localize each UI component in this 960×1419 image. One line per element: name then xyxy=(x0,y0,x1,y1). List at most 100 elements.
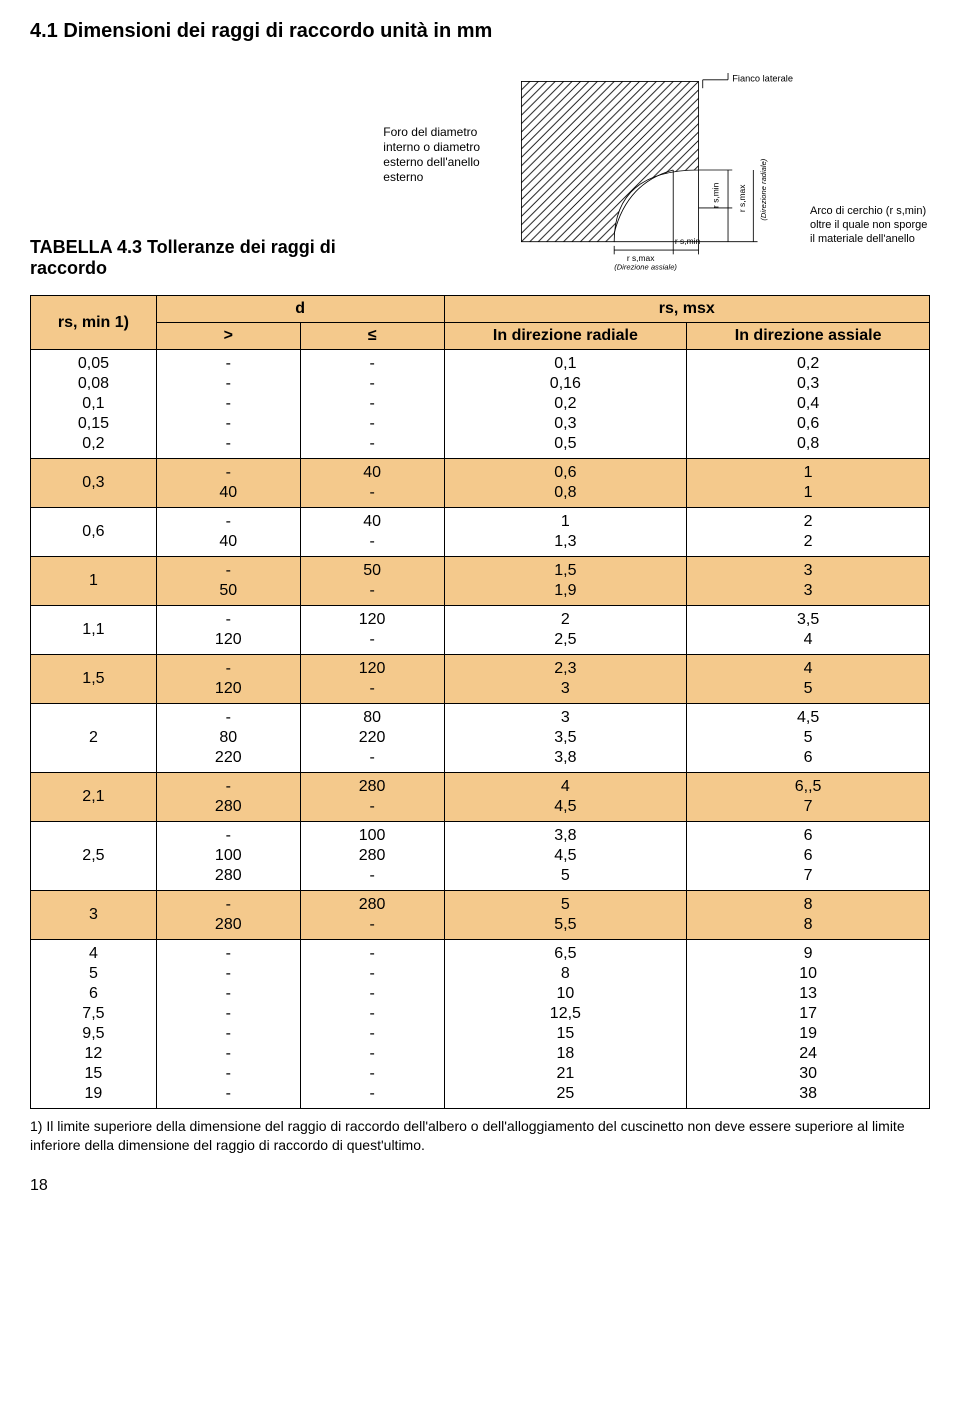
cell-value: 2,1 xyxy=(82,787,104,807)
cell-value: - xyxy=(226,414,231,434)
cell-value: - xyxy=(226,659,231,679)
cell-rad: 1,51,9 xyxy=(444,557,687,606)
cell-value: 2 xyxy=(89,728,98,748)
cell-value: 100 xyxy=(215,846,242,866)
cell-value: - xyxy=(369,679,374,699)
table-body: 0,050,080,10,150,2----------0,10,160,20,… xyxy=(31,350,930,1109)
cell-value: 1,5 xyxy=(82,669,104,689)
table-row: 0,3-4040-0,60,811 xyxy=(31,459,930,508)
label-fianco: Fianco laterale xyxy=(733,73,794,83)
cell-value: - xyxy=(226,512,231,532)
cell-value: - xyxy=(226,708,231,728)
cell-value: 10 xyxy=(556,984,574,1004)
cell-value: 5,5 xyxy=(554,915,576,935)
cell-value: 18 xyxy=(556,1044,574,1064)
cell-value: 25 xyxy=(556,1084,574,1104)
cell-value: - xyxy=(369,1024,374,1044)
cell-value: - xyxy=(226,354,231,374)
cell-gt: -120 xyxy=(156,606,300,655)
cell-value: 4,5 xyxy=(554,846,576,866)
table-row: 0,6-4040-11,322 xyxy=(31,508,930,557)
cell-value: 8 xyxy=(804,895,813,915)
cell-value: 12,5 xyxy=(550,1004,581,1024)
cell-value: 0,5 xyxy=(554,434,576,454)
cell-rsmin: 2 xyxy=(31,704,157,773)
cell-value: 2 xyxy=(804,512,813,532)
cell-ax: 88 xyxy=(687,891,930,940)
cell-ax: 22 xyxy=(687,508,930,557)
cell-gt: -280 xyxy=(156,773,300,822)
cell-value: 1 xyxy=(804,483,813,503)
cell-le: 120- xyxy=(300,606,444,655)
cell-value: - xyxy=(369,581,374,601)
cell-value: 0,8 xyxy=(797,434,819,454)
cell-value: 120 xyxy=(215,630,242,650)
cell-value: 7,5 xyxy=(82,1004,104,1024)
cell-value: 24 xyxy=(799,1044,817,1064)
cell-value: 4 xyxy=(561,777,570,797)
cell-value: - xyxy=(369,374,374,394)
cell-value: 40 xyxy=(363,463,381,483)
cell-rsmin: 4567,59,5121519 xyxy=(31,940,157,1109)
cell-value: - xyxy=(226,1004,231,1024)
cell-value: - xyxy=(369,1004,374,1024)
cell-value: - xyxy=(226,895,231,915)
col-d: d xyxy=(156,296,444,323)
cell-le: -------- xyxy=(300,940,444,1109)
cell-value: - xyxy=(369,797,374,817)
cell-value: - xyxy=(369,944,374,964)
cell-value: 280 xyxy=(359,846,386,866)
label-dir-radiale: (Direzione radiale) xyxy=(759,158,768,220)
cell-value: 4 xyxy=(804,659,813,679)
cell-value: 1 xyxy=(804,463,813,483)
cell-value: - xyxy=(369,414,374,434)
cell-ax: 4,556 xyxy=(687,704,930,773)
cell-value: - xyxy=(226,826,231,846)
cell-value: 5 xyxy=(804,728,813,748)
cell-value: 3 xyxy=(804,561,813,581)
col-rsmsx: rs, msx xyxy=(444,296,929,323)
cell-value: 4 xyxy=(804,630,813,650)
top-row: TABELLA 4.3 Tolleranze dei raggi di racc… xyxy=(30,55,930,285)
cell-gt: -100280 xyxy=(156,822,300,891)
cell-value: 220 xyxy=(215,748,242,768)
cell-value: 2,5 xyxy=(82,846,104,866)
table-title: TABELLA 4.3 Tolleranze dei raggi di racc… xyxy=(30,237,383,279)
cell-rad: 0,10,160,20,30,5 xyxy=(444,350,687,459)
cell-value: 0,05 xyxy=(78,354,109,374)
cell-value: 2,3 xyxy=(554,659,576,679)
cell-rsmin: 0,3 xyxy=(31,459,157,508)
cell-value: 280 xyxy=(215,915,242,935)
cell-value: 5 xyxy=(561,895,570,915)
cell-ax: 6,,57 xyxy=(687,773,930,822)
cell-value: 7 xyxy=(804,866,813,886)
cell-ax: 11 xyxy=(687,459,930,508)
cell-value: - xyxy=(226,1024,231,1044)
cell-value: 2 xyxy=(804,532,813,552)
cell-value: 8 xyxy=(804,915,813,935)
cell-value: - xyxy=(369,434,374,454)
cell-value: 17 xyxy=(799,1004,817,1024)
cell-value: - xyxy=(226,610,231,630)
tolerance-table: rs, min 1) d rs, msx > ≤ In direzione ra… xyxy=(30,295,930,1109)
cell-value: 120 xyxy=(359,659,386,679)
cell-value: 1,5 xyxy=(554,561,576,581)
cell-value: - xyxy=(369,915,374,935)
cell-value: 19 xyxy=(799,1024,817,1044)
cell-value: 6 xyxy=(89,984,98,1004)
cell-value: 0,8 xyxy=(554,483,576,503)
cell-value: 6,,5 xyxy=(795,777,822,797)
cell-le: 280- xyxy=(300,891,444,940)
cell-value: 5 xyxy=(561,866,570,886)
table-row: 0,050,080,10,150,2----------0,10,160,20,… xyxy=(31,350,930,459)
cell-value: 50 xyxy=(219,581,237,601)
cell-value: 7 xyxy=(804,797,813,817)
table-row: 1,1-120120-22,53,54 xyxy=(31,606,930,655)
cell-gt: -50 xyxy=(156,557,300,606)
table-row: 2,5-100280100280-3,84,55667 xyxy=(31,822,930,891)
cell-ax: 0,20,30,40,60,8 xyxy=(687,350,930,459)
cell-value: 12 xyxy=(85,1044,103,1064)
cell-value: 0,08 xyxy=(78,374,109,394)
table-row: 1,5-120120-2,3345 xyxy=(31,655,930,704)
cell-value: - xyxy=(226,561,231,581)
